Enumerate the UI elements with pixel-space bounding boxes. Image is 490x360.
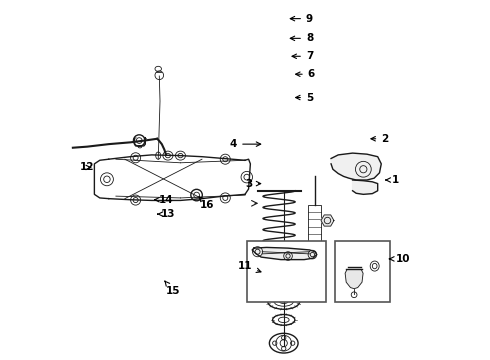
Text: 12: 12 xyxy=(80,162,95,172)
Text: 11: 11 xyxy=(238,261,261,273)
Text: 10: 10 xyxy=(390,254,410,264)
Text: 9: 9 xyxy=(290,14,313,24)
Text: 7: 7 xyxy=(292,51,313,61)
Text: 4: 4 xyxy=(230,139,261,149)
Polygon shape xyxy=(321,215,334,226)
Text: 14: 14 xyxy=(155,195,173,205)
Text: 15: 15 xyxy=(165,281,180,296)
Text: 2: 2 xyxy=(371,134,389,144)
Text: 13: 13 xyxy=(158,209,175,219)
Polygon shape xyxy=(353,180,378,194)
Polygon shape xyxy=(345,270,363,289)
Bar xyxy=(335,241,390,302)
Text: 5: 5 xyxy=(295,93,313,103)
Text: 8: 8 xyxy=(290,33,313,43)
Text: 3: 3 xyxy=(245,179,261,189)
Polygon shape xyxy=(252,247,317,260)
Bar xyxy=(247,241,326,302)
Bar xyxy=(309,205,321,252)
Polygon shape xyxy=(331,153,381,180)
Text: 16: 16 xyxy=(199,197,215,210)
Text: 1: 1 xyxy=(386,175,399,185)
Text: 6: 6 xyxy=(295,69,315,79)
